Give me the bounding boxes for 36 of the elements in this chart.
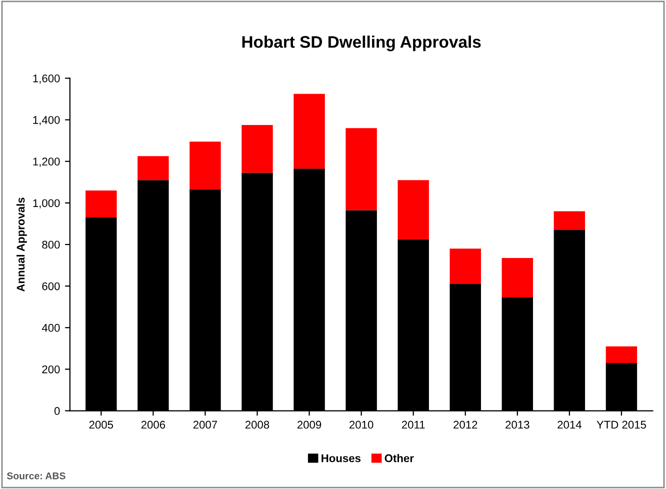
y-tick-label: 1,600 — [33, 74, 60, 84]
legend-label: Other — [384, 454, 414, 462]
y-tick-label: 1,200 — [33, 158, 60, 167]
bar — [450, 248, 481, 284]
bar — [346, 128, 377, 210]
bar — [606, 346, 638, 363]
x-tick-label: 2009 — [297, 420, 322, 429]
x-tick-label: YTD 2015 — [596, 420, 646, 429]
y-tick-label: 1,000 — [33, 199, 60, 208]
y-tick-label: 600 — [42, 282, 60, 290]
x-tick-label: 2005 — [89, 420, 114, 429]
chart-title: Hobart SD Dwelling Approvals — [242, 36, 481, 52]
x-tick-label: 2010 — [350, 420, 374, 429]
x-tick-label: 2013 — [506, 420, 530, 429]
y-axis-title: Annual Approvals — [16, 198, 27, 292]
bar — [138, 156, 169, 180]
x-tick-label: 2012 — [454, 420, 478, 429]
y-tick-label: 1,400 — [33, 116, 60, 126]
bar — [294, 94, 325, 169]
x-tick-label: 2011 — [402, 420, 425, 429]
x-tick-label: 2007 — [193, 420, 218, 429]
bar — [86, 190, 117, 218]
y-tick-label: 400 — [42, 324, 60, 332]
bar — [190, 142, 221, 190]
y-tick-label: 800 — [42, 240, 60, 249]
source-note: Source: ABS — [6, 472, 66, 480]
y-tick-label: 0 — [54, 407, 60, 415]
y-tick-label: 200 — [42, 365, 60, 374]
bar — [554, 211, 586, 230]
legend-label: Houses — [322, 454, 361, 462]
bar — [398, 180, 429, 240]
x-tick-label: 2008 — [245, 420, 270, 429]
x-tick-label: 2006 — [141, 420, 166, 429]
x-tick-label: 2014 — [558, 420, 582, 429]
bar — [242, 125, 273, 173]
bar — [502, 258, 534, 298]
